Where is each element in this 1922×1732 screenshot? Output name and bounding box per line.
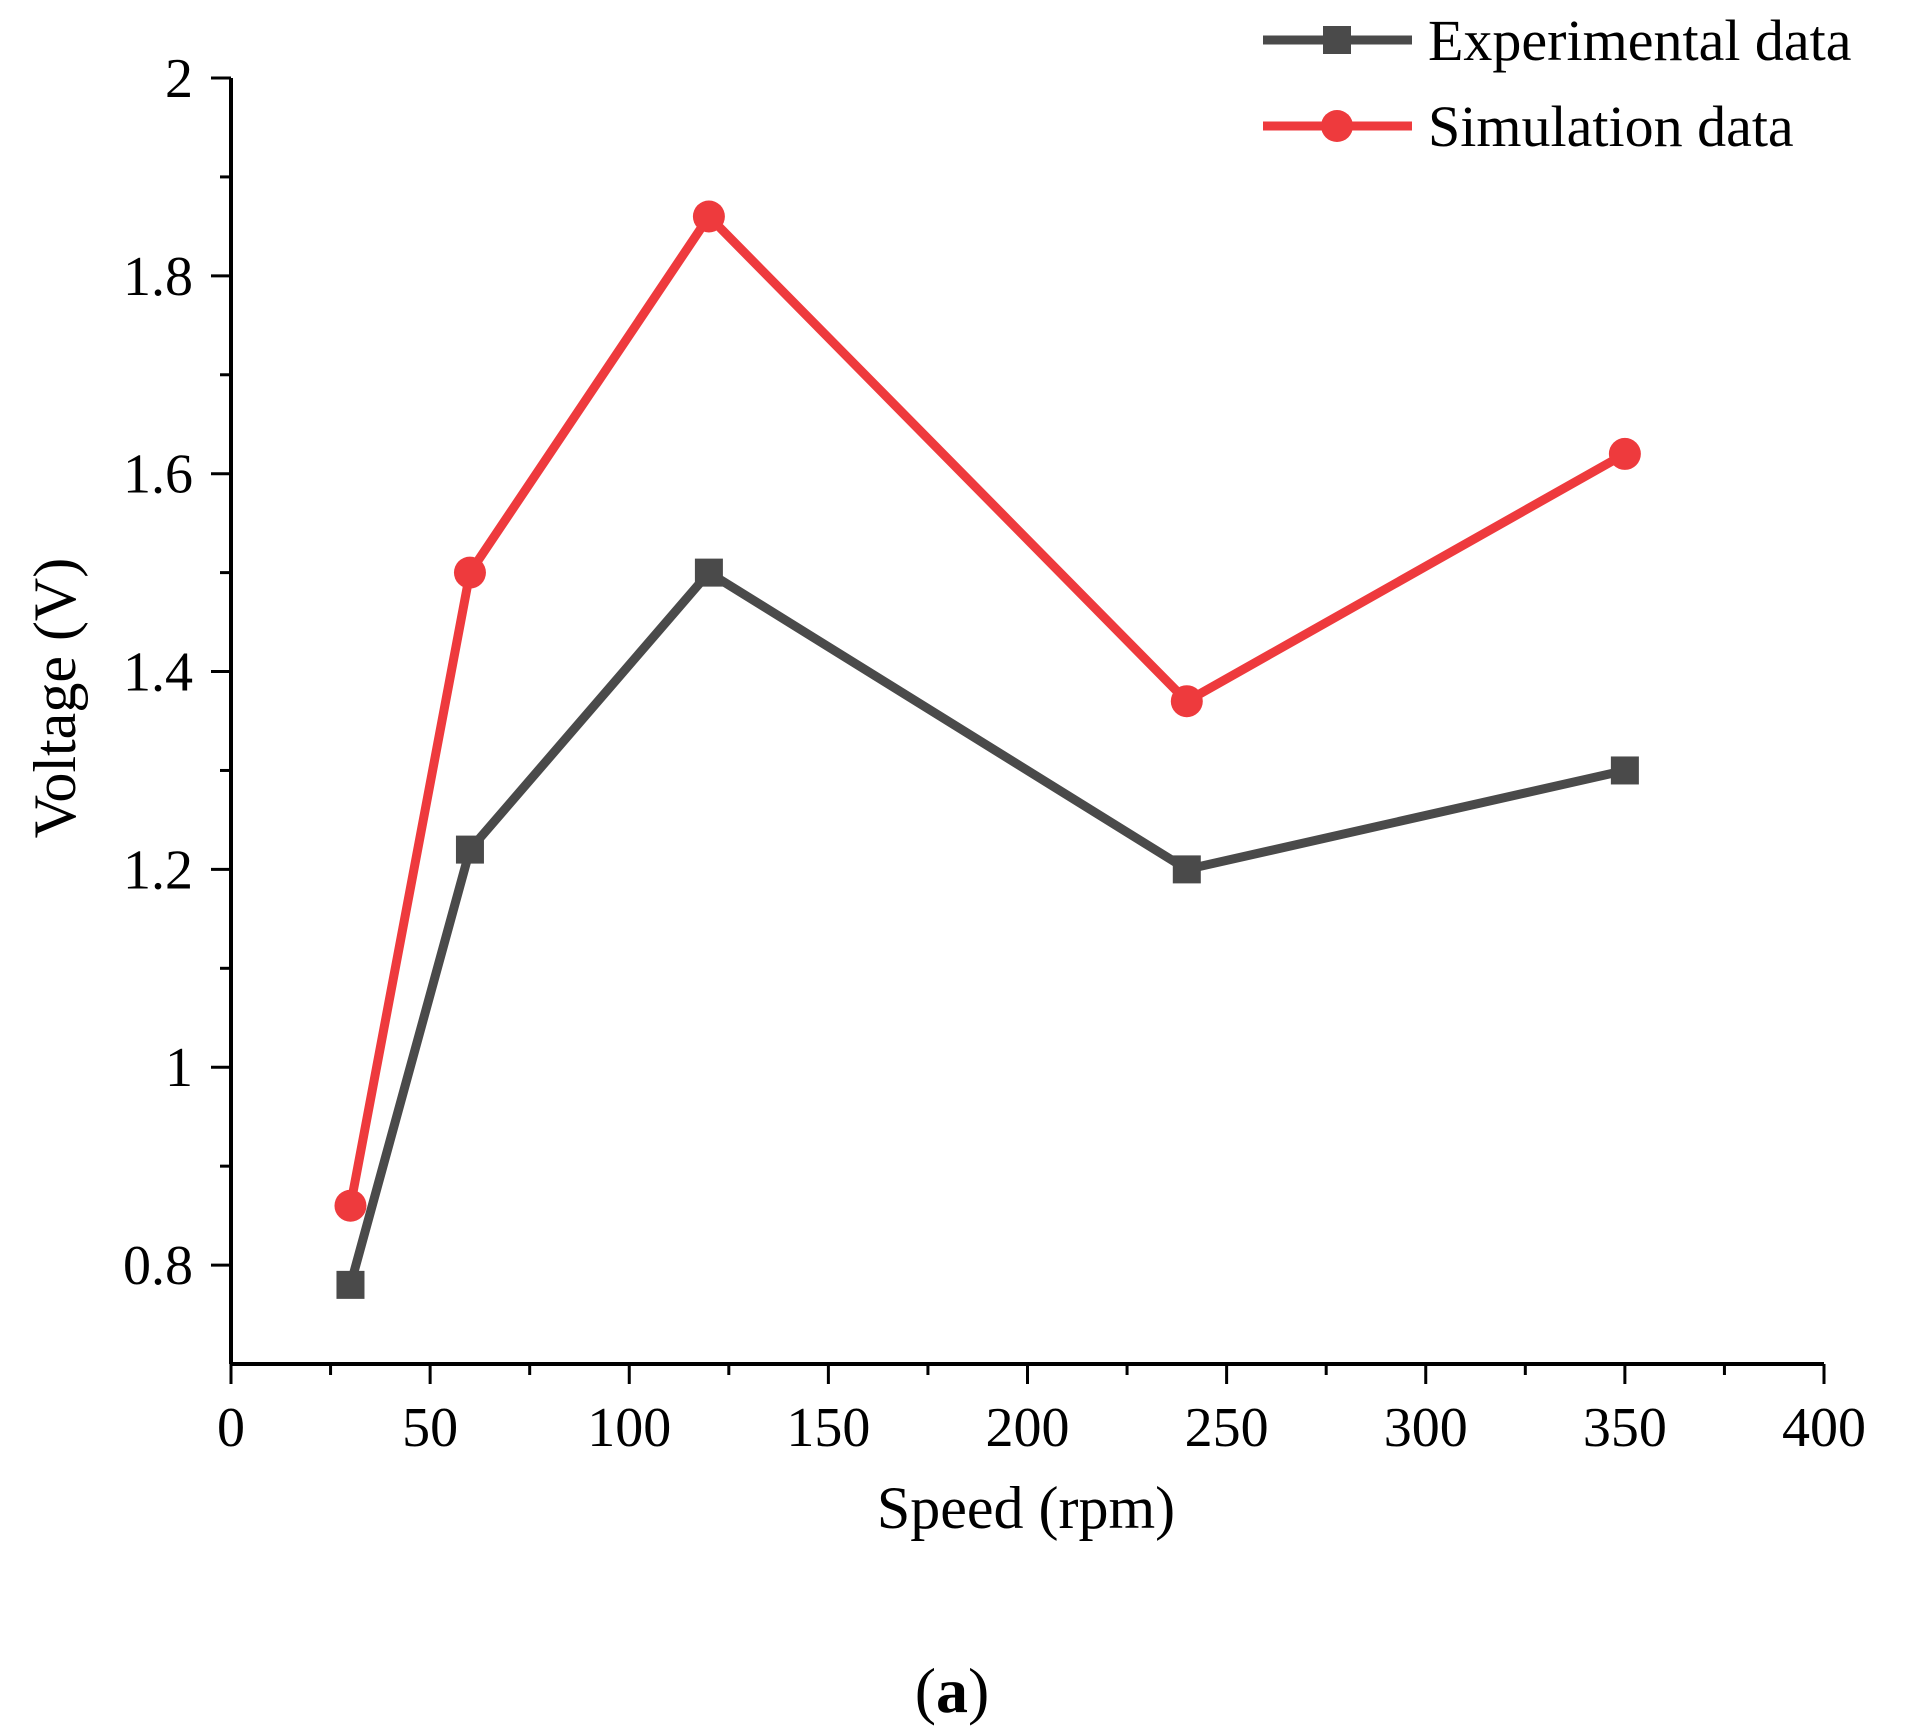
data-point-square <box>1172 855 1201 884</box>
legend: Experimental data Simulation data <box>1263 8 1852 159</box>
x-tick-label: 400 <box>1782 1397 1866 1459</box>
data-point-square <box>694 558 723 587</box>
x-tick-label: 350 <box>1583 1397 1667 1459</box>
y-axis-ticks: 0.8 1 1.2 1.4 1.6 1.8 2 <box>123 48 231 1297</box>
y-tick-label: 0.8 <box>123 1235 193 1297</box>
x-tick-label: 50 <box>402 1397 458 1459</box>
x-tick-label: 200 <box>986 1397 1070 1459</box>
data-point-circle <box>1170 685 1203 718</box>
legend-marker-circle <box>1321 110 1353 142</box>
series-layer <box>334 200 1641 1299</box>
caption-open-paren: ( <box>915 1655 936 1726</box>
data-point-circle <box>334 1189 367 1222</box>
caption-letter: a <box>936 1655 968 1726</box>
y-tick-label: 1 <box>165 1037 193 1099</box>
data-point-circle <box>453 556 486 589</box>
data-point-circle <box>692 200 725 233</box>
y-tick-label: 1.8 <box>123 246 193 308</box>
data-point-square <box>336 1270 365 1299</box>
y-tick-label: 1.6 <box>123 444 193 506</box>
y-tick-label: 1.4 <box>123 642 193 704</box>
data-point-square <box>455 835 484 864</box>
data-point-circle <box>1608 437 1641 470</box>
y-tick-label: 2 <box>165 48 193 110</box>
x-tick-label: 100 <box>587 1397 671 1459</box>
legend-item: Experimental data <box>1263 8 1852 73</box>
figure-caption: (a) <box>915 1655 990 1726</box>
x-tick-label: 250 <box>1185 1397 1269 1459</box>
axes <box>229 78 1824 1366</box>
caption-close-paren: ) <box>968 1655 989 1726</box>
series-experimental-data <box>336 558 1639 1299</box>
legend-item: Simulation data <box>1263 94 1794 159</box>
x-tick-label: 300 <box>1384 1397 1468 1459</box>
x-axis-ticks: 0 50 100 150 200 250 300 350 400 <box>217 1364 1866 1459</box>
x-tick-label: 150 <box>786 1397 870 1459</box>
data-point-square <box>1610 756 1639 785</box>
series-line <box>346 209 1628 1207</box>
x-axis-title: Speed (rpm) <box>877 1475 1175 1541</box>
x-tick-label: 0 <box>217 1397 245 1459</box>
series-line <box>346 566 1626 1287</box>
series-simulation-data <box>334 200 1641 1222</box>
y-axis-title: Voltage (V) <box>22 558 88 839</box>
legend-label: Experimental data <box>1428 8 1852 73</box>
legend-label: Simulation data <box>1428 94 1794 159</box>
y-tick-label: 1.2 <box>123 839 193 901</box>
legend-marker-square <box>1323 26 1351 54</box>
